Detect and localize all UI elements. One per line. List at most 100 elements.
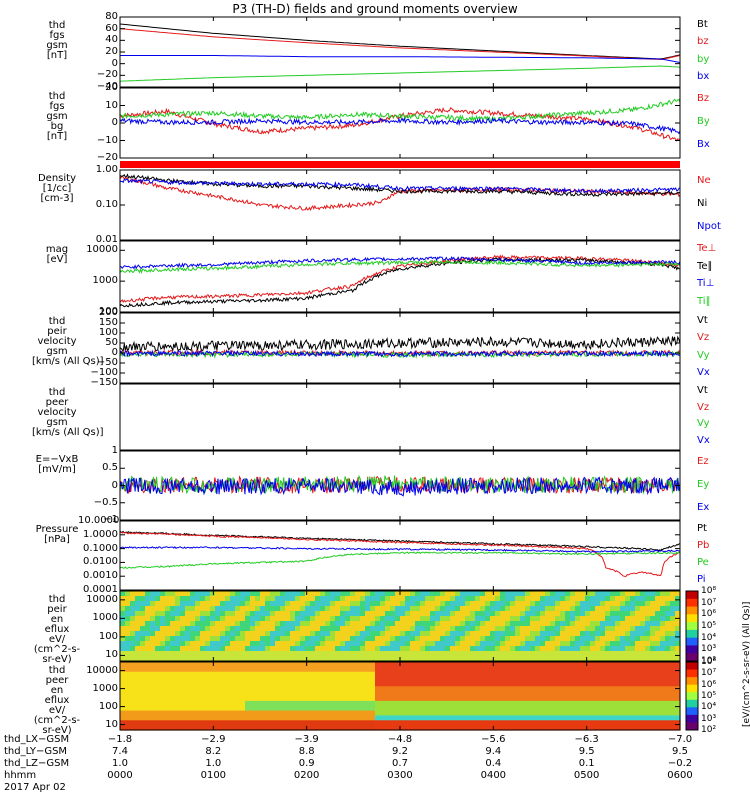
spec-cell [405, 641, 411, 647]
spec-cell [575, 616, 581, 622]
spec-cell [640, 691, 646, 697]
spec-cell [320, 636, 326, 642]
spec-cell [525, 686, 531, 692]
spec-cell [580, 710, 586, 717]
spec-cell [255, 715, 261, 721]
spec-cell [515, 681, 521, 687]
y-tick-label: 0.0010 [83, 570, 118, 582]
spec-cell [405, 601, 411, 607]
spec-cell [305, 611, 311, 617]
spec-cell [445, 621, 451, 627]
spec-cell [360, 700, 366, 707]
spec-cell [310, 671, 316, 678]
spec-cell [545, 681, 551, 687]
spec-cell [230, 641, 236, 647]
spec-cell [240, 656, 246, 662]
ephem-value: −2.9 [201, 734, 226, 745]
spec-cell [415, 710, 421, 717]
time-tick: 0200 [293, 770, 320, 781]
colorbar-label: [eV/(cm^2-s-sr-eV) (All Qs)] [742, 601, 750, 727]
spec-cell [175, 671, 181, 678]
spec-cell [460, 616, 466, 622]
spec-cell [470, 596, 476, 602]
spec-cell [470, 686, 476, 692]
spec-cell [420, 631, 426, 637]
spec-cell [355, 656, 361, 662]
spec-cell [375, 715, 381, 721]
spec-cell [395, 671, 401, 678]
spec-cell [185, 681, 191, 687]
spec-cell [665, 662, 671, 668]
spec-cell [415, 621, 421, 627]
spec-cell [140, 646, 146, 652]
spec-cell [360, 596, 366, 602]
spec-cell [140, 671, 146, 678]
spec-cell [150, 656, 156, 662]
spec-cell [200, 651, 206, 657]
spec-cell [640, 656, 646, 662]
spec-cell [525, 631, 531, 637]
spec-cell [315, 700, 321, 707]
spec-cell [240, 662, 246, 668]
spec-cell [335, 666, 341, 673]
spec-cell [405, 611, 411, 617]
spec-cell [650, 591, 656, 597]
spec-cell [220, 720, 226, 726]
spec-cell [495, 601, 501, 607]
spec-cell [355, 696, 361, 702]
spec-cell [425, 725, 431, 731]
spec-cell [560, 710, 566, 717]
spec-cell [355, 700, 361, 707]
spec-cell [455, 671, 461, 678]
spec-cell [160, 720, 166, 726]
spec-cell [120, 611, 126, 617]
spec-cell [315, 611, 321, 617]
spec-cell [675, 681, 681, 687]
spec-cell [375, 646, 381, 652]
spec-cell [375, 616, 381, 622]
spec-cell [135, 686, 141, 692]
spec-cell [190, 715, 196, 721]
spec-cell [395, 656, 401, 662]
spec-cell [155, 601, 161, 607]
y-tick-label: 0 [111, 57, 118, 69]
spec-cell [165, 641, 171, 647]
spec-cell [220, 696, 226, 702]
spec-cell [160, 700, 166, 707]
spec-cell [265, 696, 271, 702]
spec-cell [190, 681, 196, 687]
spec-cell [345, 641, 351, 647]
spec-cell [470, 626, 476, 632]
spec-cell [410, 696, 416, 702]
spec-cell [280, 696, 286, 702]
spec-cell [540, 662, 546, 668]
spec-cell [645, 646, 651, 652]
spec-cell [650, 686, 656, 692]
spec-cell [190, 705, 196, 712]
spec-cell [590, 720, 596, 726]
spec-cell [305, 621, 311, 627]
spec-cell [250, 666, 256, 673]
spec-cell [335, 631, 341, 637]
legend-Bz: Bz [697, 92, 710, 104]
spec-cell [200, 606, 206, 612]
spec-cell [510, 662, 516, 668]
spec-cell [470, 705, 476, 712]
spec-cell [255, 700, 261, 707]
spec-cell [295, 662, 301, 668]
spec-cell [590, 705, 596, 712]
spec-cell [520, 651, 526, 657]
spec-cell [160, 666, 166, 673]
spec-cell [310, 621, 316, 627]
spec-cell [445, 611, 451, 617]
spec-cell [675, 626, 681, 632]
spec-cell [380, 710, 386, 717]
spec-cell [195, 626, 201, 632]
spec-cell [475, 725, 481, 731]
spec-cell [625, 666, 631, 673]
spec-cell [595, 651, 601, 657]
spec-cell [445, 596, 451, 602]
spec-cell [240, 651, 246, 657]
y-tick-label: −150 [90, 377, 118, 388]
spec-cell [525, 715, 531, 721]
